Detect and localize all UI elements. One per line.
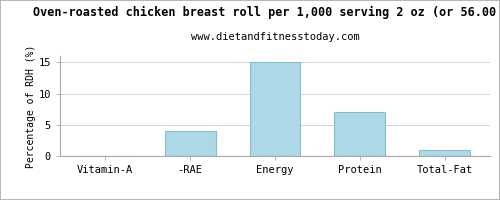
Y-axis label: Percentage of RDH (%): Percentage of RDH (%) <box>26 44 36 168</box>
Bar <box>420 150 470 156</box>
Bar <box>164 131 216 156</box>
Bar <box>334 112 386 156</box>
Text: Oven-roasted chicken breast roll per 1,000 serving 2 oz (or 56.00 g): Oven-roasted chicken breast roll per 1,0… <box>33 6 500 19</box>
Bar <box>250 62 300 156</box>
Text: www.dietandfitnesstoday.com: www.dietandfitnesstoday.com <box>190 32 360 42</box>
